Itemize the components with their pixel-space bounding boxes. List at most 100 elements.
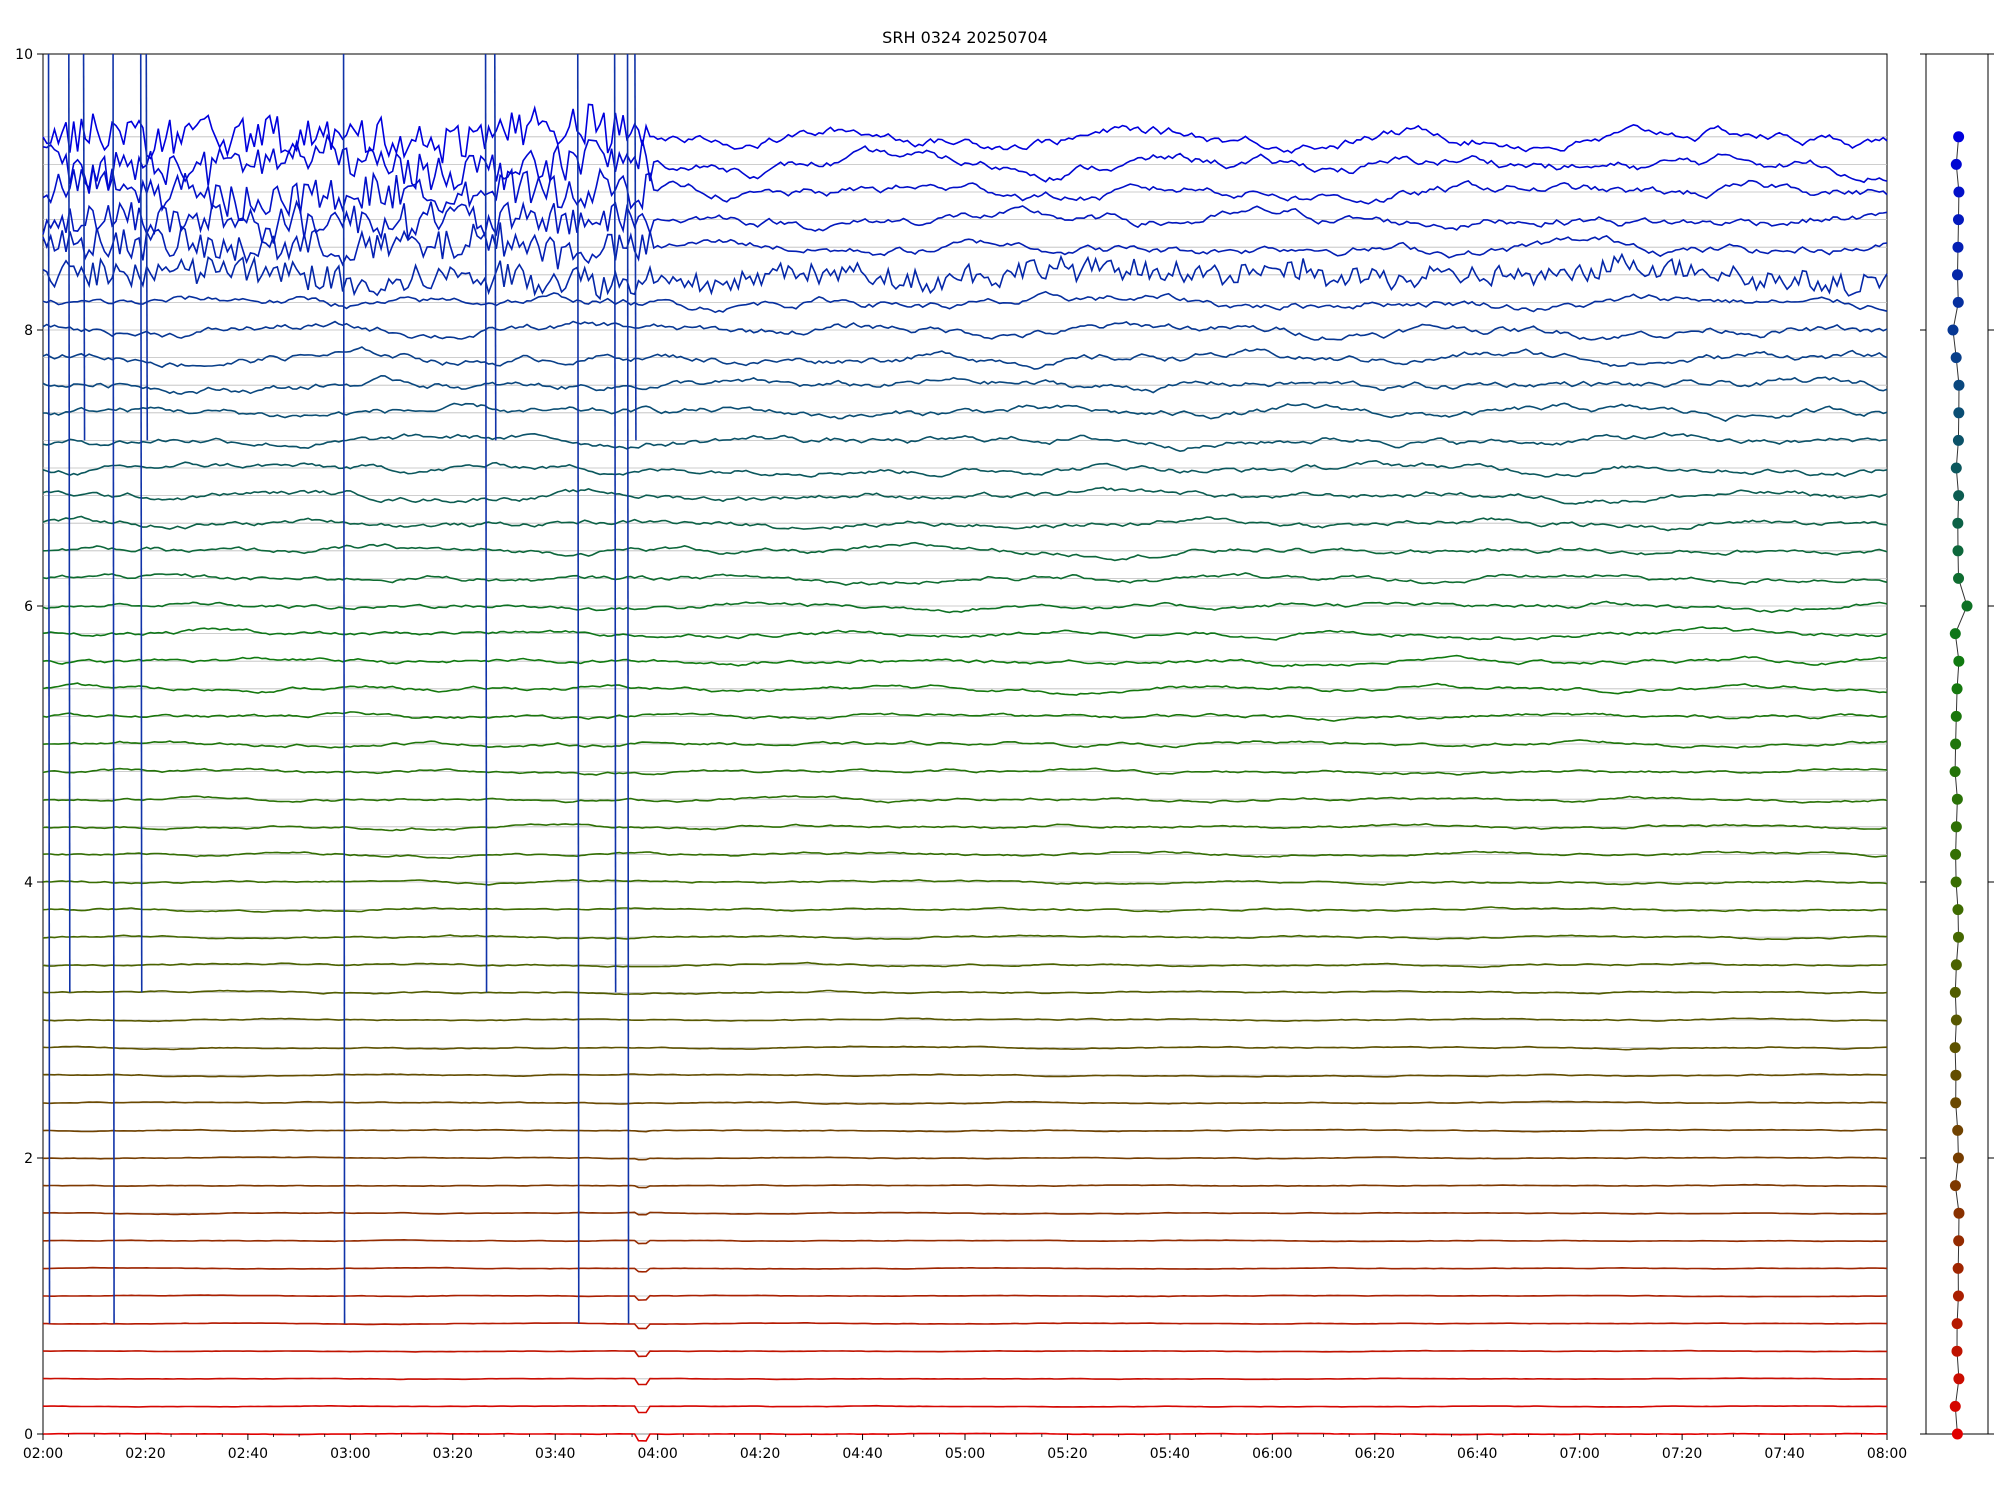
series-line-47 (42, 133, 1888, 194)
side-dot (1953, 186, 1965, 198)
side-dot (1949, 766, 1961, 778)
main-plot-area: 02:00 02:20 02:40 03:00 03:20 03:40 04:00 04:20… (15, 47, 1907, 1462)
side-dot (1952, 517, 1964, 529)
series-line-48 (42, 103, 1888, 164)
y-tick-label: 0 (24, 1427, 33, 1443)
series-line-6 (43, 1294, 1888, 1301)
chart-title: SRH 0324 20250704 (882, 28, 1048, 47)
series-line-15 (42, 1045, 1888, 1051)
spike-line (484, 53, 488, 993)
series-line-23 (42, 822, 1888, 832)
side-dot (1953, 131, 1965, 143)
side-dot (1952, 1290, 1964, 1302)
side-dot (1950, 959, 1962, 971)
spike-line (613, 53, 617, 993)
side-dot (1950, 352, 1962, 364)
side-dot (1949, 986, 1961, 998)
x-tick-label: 07:20 (1662, 1446, 1702, 1462)
side-dot (1951, 269, 1963, 281)
y-tick-label: 2 (24, 1151, 33, 1167)
y-tick-label: 8 (24, 323, 33, 339)
side-dot (1950, 738, 1962, 750)
side-dot (1952, 434, 1964, 446)
series-line-5 (43, 1322, 1888, 1330)
side-dot (1952, 214, 1964, 226)
x-tick-label: 05:40 (1150, 1446, 1190, 1462)
series-line-12 (42, 1128, 1888, 1133)
series-line-19 (42, 934, 1888, 941)
side-dot (1952, 931, 1964, 943)
series-line-46 (42, 164, 1888, 222)
side-dot (1951, 793, 1963, 805)
x-tick-label: 04:40 (842, 1446, 882, 1462)
x-tick-label: 05:20 (1047, 1446, 1087, 1462)
series-line-10 (42, 1183, 1888, 1189)
x-tick-label: 06:00 (1252, 1446, 1292, 1462)
side-dot (1950, 1097, 1962, 1109)
series-line-45 (42, 199, 1888, 244)
side-dot (1953, 1373, 1965, 1385)
series-line-27 (42, 711, 1888, 722)
spike-line (47, 53, 51, 1324)
series-line-33 (42, 541, 1888, 562)
series-line-2 (43, 1404, 1887, 1414)
x-tick-label: 05:00 (945, 1446, 985, 1462)
side-dot (1949, 628, 1961, 640)
side-dot (1947, 324, 1959, 336)
side-dot (1952, 1124, 1964, 1136)
x-tick-label: 06:40 (1457, 1446, 1497, 1462)
side-dot (1953, 490, 1965, 502)
series-line-37 (42, 432, 1887, 453)
spike-line (68, 53, 71, 993)
side-dot (1953, 572, 1965, 584)
side-dot (1950, 1069, 1962, 1081)
side-dot (1951, 1428, 1963, 1440)
series-line-28 (42, 682, 1888, 696)
x-tick-label: 08:00 (1867, 1446, 1907, 1462)
series-line-21 (42, 878, 1888, 886)
series-line-41 (42, 320, 1888, 341)
spike-line (82, 53, 86, 441)
y-tick-label: 10 (15, 47, 33, 63)
side-dot (1950, 876, 1962, 888)
x-tick-label: 03:20 (433, 1446, 473, 1462)
series-line-7 (43, 1266, 1888, 1273)
series-line-40 (42, 346, 1888, 370)
side-dot (1952, 241, 1964, 253)
side-dot (1952, 545, 1964, 557)
series-line-16 (42, 1017, 1888, 1023)
series-line-30 (42, 626, 1888, 641)
side-dot (1950, 158, 1962, 170)
y-tick-label: 6 (24, 599, 33, 615)
x-tick-label: 02:40 (228, 1446, 268, 1462)
x-tick-label: 03:40 (535, 1446, 575, 1462)
x-tick-label: 02:20 (125, 1446, 165, 1462)
series-line-39 (42, 374, 1888, 395)
side-dot (1949, 1042, 1961, 1054)
side-dot (1950, 848, 1962, 860)
side-dot (1951, 1318, 1963, 1330)
series-line-18 (42, 961, 1888, 969)
spike-line (342, 53, 346, 1324)
series-line-31 (42, 600, 1888, 614)
series-line-20 (42, 906, 1888, 913)
series-line-13 (42, 1100, 1888, 1105)
series-line-24 (42, 795, 1888, 804)
side-dot (1952, 1262, 1964, 1274)
side-panel (1920, 53, 1994, 1440)
series-line-17 (42, 989, 1888, 996)
spike-line (634, 53, 637, 441)
series-line-22 (42, 850, 1888, 860)
side-dot (1950, 710, 1962, 722)
series-line-29 (42, 654, 1888, 668)
series-line-42 (42, 290, 1888, 314)
series-line-35 (42, 486, 1888, 505)
side-dot (1953, 407, 1965, 419)
series-line-3 (43, 1377, 1887, 1386)
series-line-38 (42, 402, 1888, 423)
side-dot (1951, 683, 1963, 695)
series-line-4 (43, 1349, 1887, 1358)
series-line-43 (42, 252, 1888, 301)
side-dot (1949, 1400, 1961, 1412)
